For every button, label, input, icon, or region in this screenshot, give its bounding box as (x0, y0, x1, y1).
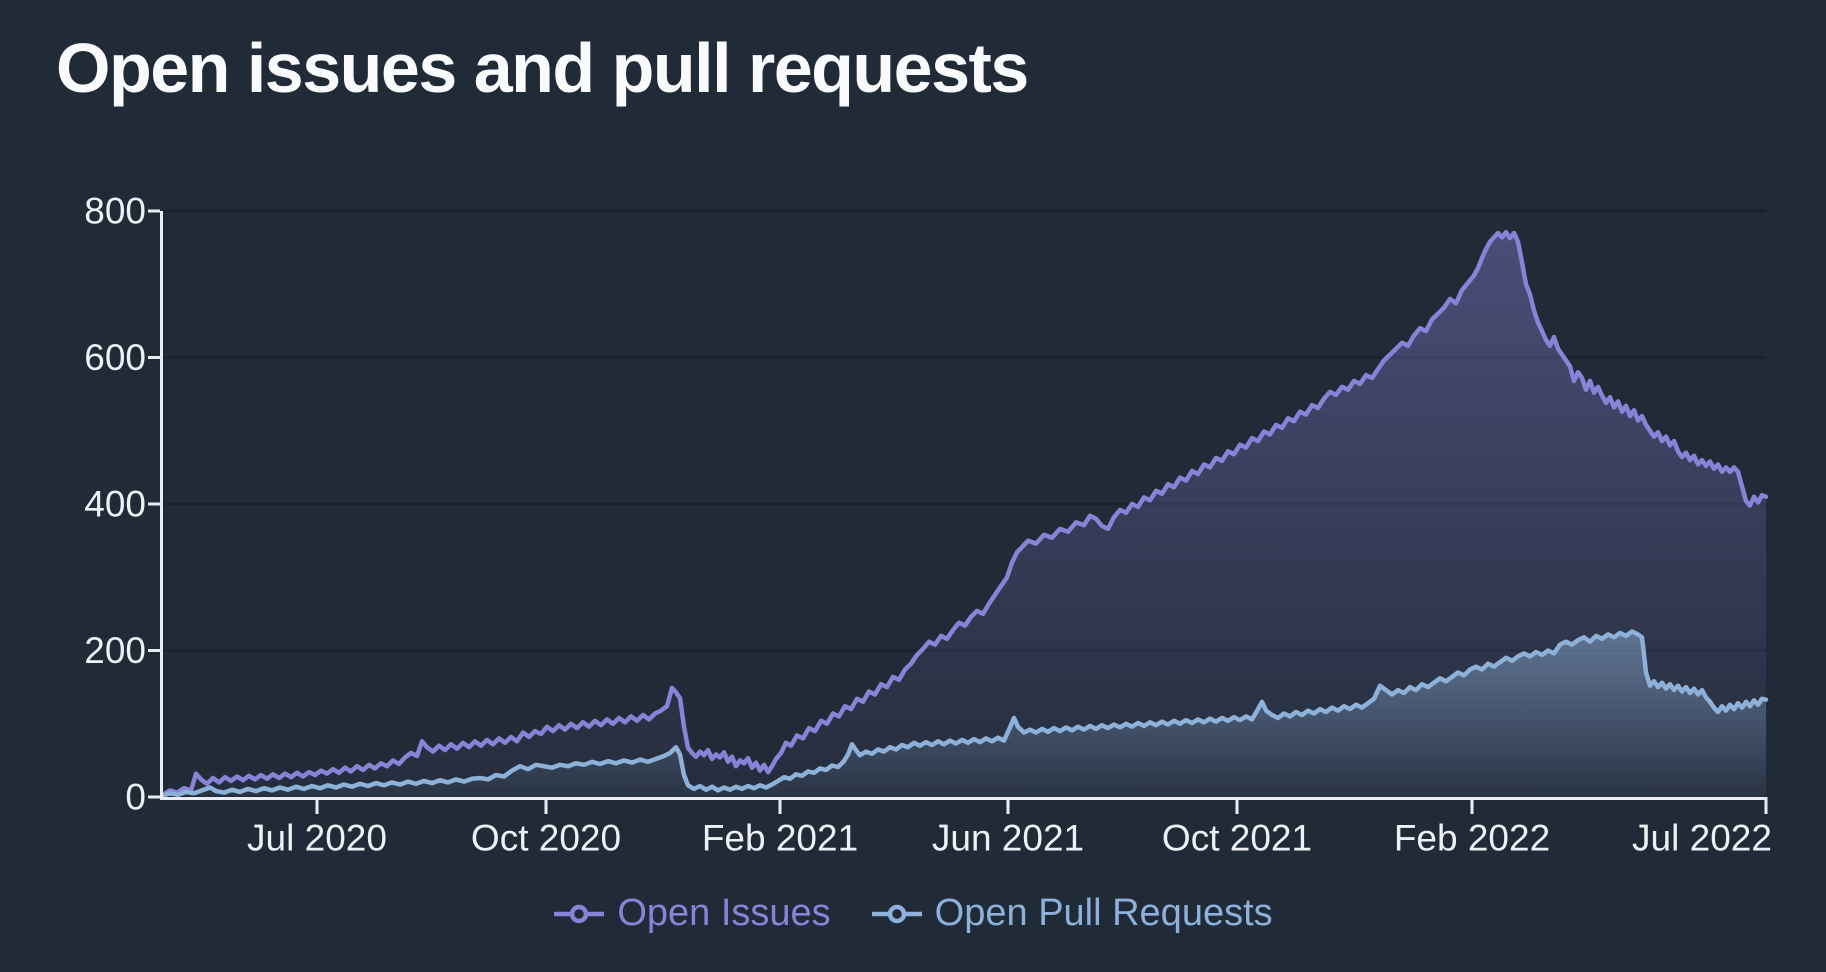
open-pull-requests-marker-icon (871, 904, 922, 923)
chart-legend: Open Issues Open Pull Requests (0, 892, 1826, 935)
svg-text:600: 600 (84, 337, 146, 378)
svg-text:Jun 2021: Jun 2021 (932, 818, 1084, 859)
svg-text:400: 400 (84, 484, 146, 525)
svg-text:0: 0 (125, 777, 146, 818)
svg-text:200: 200 (84, 630, 146, 671)
legend-item-open-pull-requests[interactable]: Open Pull Requests (871, 892, 1273, 935)
svg-text:Oct 2020: Oct 2020 (471, 818, 621, 859)
svg-text:Feb 2022: Feb 2022 (1394, 818, 1550, 859)
svg-text:Feb 2021: Feb 2021 (702, 818, 858, 859)
legend-label-open-issues: Open Issues (617, 892, 831, 934)
svg-text:Jul 2020: Jul 2020 (247, 818, 387, 859)
legend-item-open-issues[interactable]: Open Issues (553, 892, 831, 935)
open-issues-marker-icon (554, 904, 605, 923)
svg-text:Oct 2021: Oct 2021 (1162, 818, 1312, 859)
svg-text:800: 800 (84, 191, 146, 232)
svg-text:Jul 2022: Jul 2022 (1632, 818, 1772, 859)
page-title: Open issues and pull requests (56, 29, 1029, 107)
legend-label-open-pull-requests: Open Pull Requests (934, 892, 1273, 934)
